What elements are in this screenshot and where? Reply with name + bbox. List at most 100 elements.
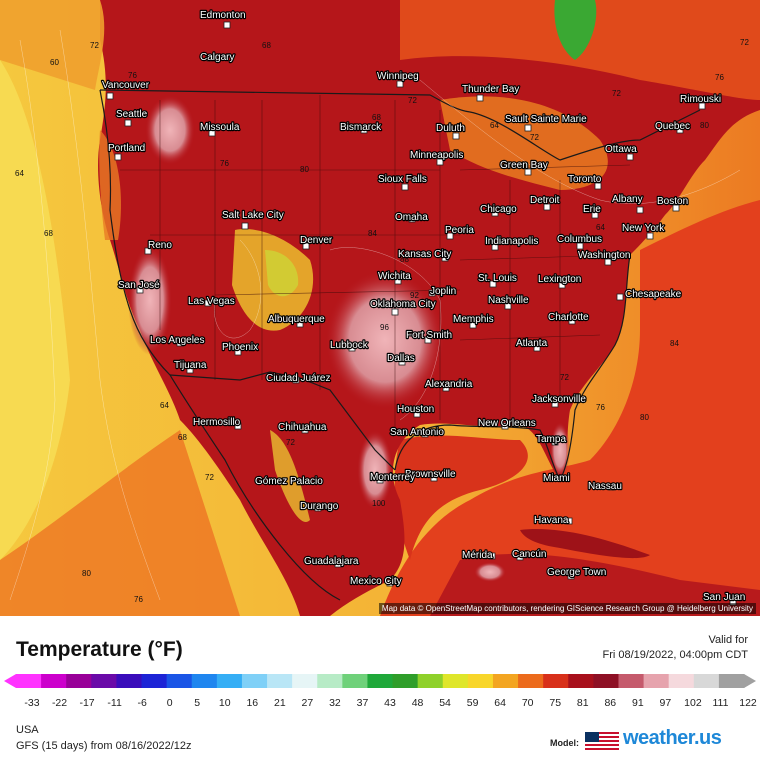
isotherms: [9, 29, 741, 601]
scale-tick-label: 32: [329, 697, 341, 709]
pacific-warm-band: [0, 430, 240, 616]
city-marker-havana: [565, 517, 573, 525]
city-label-san-juan: San Juan: [703, 592, 745, 603]
colorado-plateau: [265, 250, 299, 297]
city-label-reno: Reno: [148, 240, 172, 251]
isotherm-label: 72: [205, 473, 214, 482]
city-label-rimouski: Rimouski: [680, 94, 721, 105]
city-label-new-orleans: New Orleans: [478, 418, 536, 429]
pacific-cool-band: [0, 60, 70, 560]
city-marker-cancun: [516, 553, 524, 561]
isotherm-label: 84: [670, 339, 679, 348]
isotherm-labels: 60 72 76 68 64 72 76 72 80 68 64 72 76 80 84 88 92 96 100 8…: [15, 38, 749, 604]
city-label-dallas: Dallas: [387, 353, 415, 364]
city-marker-durango: [314, 504, 322, 512]
scale-swatch: [492, 674, 519, 688]
scale-swatch: [643, 674, 670, 688]
city-marker-nassau: [608, 483, 616, 491]
city-marker-boston: [672, 204, 680, 212]
scale-tick-label: 43: [384, 697, 396, 709]
isotherm-label: 92: [410, 291, 419, 300]
city-marker-omaha: [408, 215, 416, 223]
city-label-hermosillo: Hermosillo: [193, 417, 241, 428]
isotherm-label: 72: [560, 373, 569, 382]
city-markers: Edmonton Calgary Vancouver Seattle Missoula P…: [101, 9, 746, 606]
isotherm-label: 80: [82, 569, 91, 578]
scale-swatch: [216, 674, 243, 688]
city-marker-chesapeake: [616, 293, 624, 301]
city-marker-oklahoma-city: [391, 308, 399, 316]
city-marker-hermosillo: [234, 422, 242, 430]
canada-west-cool: [0, 0, 105, 90]
city-marker-los-angeles: [176, 339, 184, 347]
isotherm-label: 68: [178, 433, 187, 442]
isotherm-label: 80: [700, 121, 709, 130]
color-scale: -33 -22 -17 -11 -6 0 5 10 16 21 27 32 37 43 48 54 59 64 70…: [4, 674, 757, 709]
city-label-columbus: Columbus: [557, 234, 602, 245]
scale-swatch: [116, 674, 143, 688]
scale-swatch: [342, 674, 368, 688]
city-marker-toronto: [594, 182, 602, 190]
city-marker-seattle: [124, 119, 132, 127]
city-label-bismarck: Bismarck: [340, 122, 382, 133]
florida-heat: [550, 422, 570, 478]
city-marker-denver: [302, 242, 310, 250]
city-marker-nashville: [504, 302, 512, 310]
scale-swatch: [367, 674, 394, 688]
city-label-tijuana: Tijuana: [174, 360, 207, 371]
city-label-indianapolis: Indianapolis: [485, 236, 538, 247]
city-label-havana: Havana: [534, 515, 569, 526]
city-marker-guadalajara: [334, 560, 342, 568]
scale-arrow-high: [744, 674, 756, 688]
weather-us-logo[interactable]: weather.us: [623, 727, 722, 749]
isotherm-label: 72: [530, 133, 539, 142]
isotherm-label: 100: [372, 499, 386, 508]
isotherm-label: 76: [220, 159, 229, 168]
isotherm-label: 64: [596, 223, 605, 232]
scale-swatch: [191, 674, 218, 688]
city-marker-portland: [114, 153, 122, 161]
city-label-salt-lake-city: Salt Lake City: [222, 210, 284, 221]
city-marker-ottawa: [626, 153, 634, 161]
sierra-madre-cool: [270, 430, 310, 522]
scale-swatch: [241, 674, 268, 688]
isotherm-label: 72: [408, 96, 417, 105]
city-label-vancouver: Vancouver: [102, 80, 150, 91]
scale-tick-label: 111: [712, 697, 728, 709]
city-marker-new-orleans: [501, 422, 509, 430]
city-marker-rimouski: [698, 102, 706, 110]
city-label-winnipeg: Winnipeg: [377, 71, 419, 82]
city-label-monterrey: Monterrey: [370, 472, 415, 483]
borders: [99, 89, 701, 601]
scale-arrow-low: [4, 674, 16, 688]
city-label-chesapeake: Chesapeake: [625, 289, 682, 300]
scale-swatch: [693, 674, 720, 688]
scale-swatch: [392, 674, 419, 688]
city-marker-winnipeg: [396, 80, 404, 88]
scale-swatch: [718, 674, 745, 688]
scale-swatch: [66, 674, 92, 688]
city-label-guadalajara: Guadalajara: [304, 556, 359, 567]
city-marker-new-york: [646, 232, 654, 240]
scale-tick-label: 97: [660, 697, 672, 709]
city-marker-missoula: [208, 129, 216, 137]
city-marker-erie: [591, 211, 599, 219]
city-marker-bismarck: [360, 126, 368, 134]
isotherm-line: [419, 79, 741, 204]
city-label-houston: Houston: [397, 404, 434, 415]
isotherm-line: [9, 39, 56, 601]
city-marker-st-louis: [489, 280, 497, 288]
city-label-edmonton: Edmonton: [200, 10, 246, 21]
city-label-minneapolis: Minneapolis: [410, 150, 463, 161]
scale-swatch: [467, 674, 494, 688]
scale-swatch: [41, 674, 67, 688]
city-marker-dallas: [398, 358, 406, 366]
region-label: USA: [16, 724, 39, 736]
temperature-map[interactable]: 60 72 76 68 64 72 76 72 80 68 64 72 76 80 84 88 92 96 100 8…: [0, 0, 760, 616]
city-label-ottawa: Ottawa: [605, 144, 637, 155]
city-label-lubbock: Lubbock: [330, 340, 369, 351]
city-label-albuquerque: Albuquerque: [268, 314, 325, 325]
map-attribution[interactable]: Map data © OpenStreetMap contributors, r…: [378, 603, 756, 614]
city-marker-phoenix: [234, 348, 242, 356]
city-label-portland: Portland: [108, 143, 145, 154]
